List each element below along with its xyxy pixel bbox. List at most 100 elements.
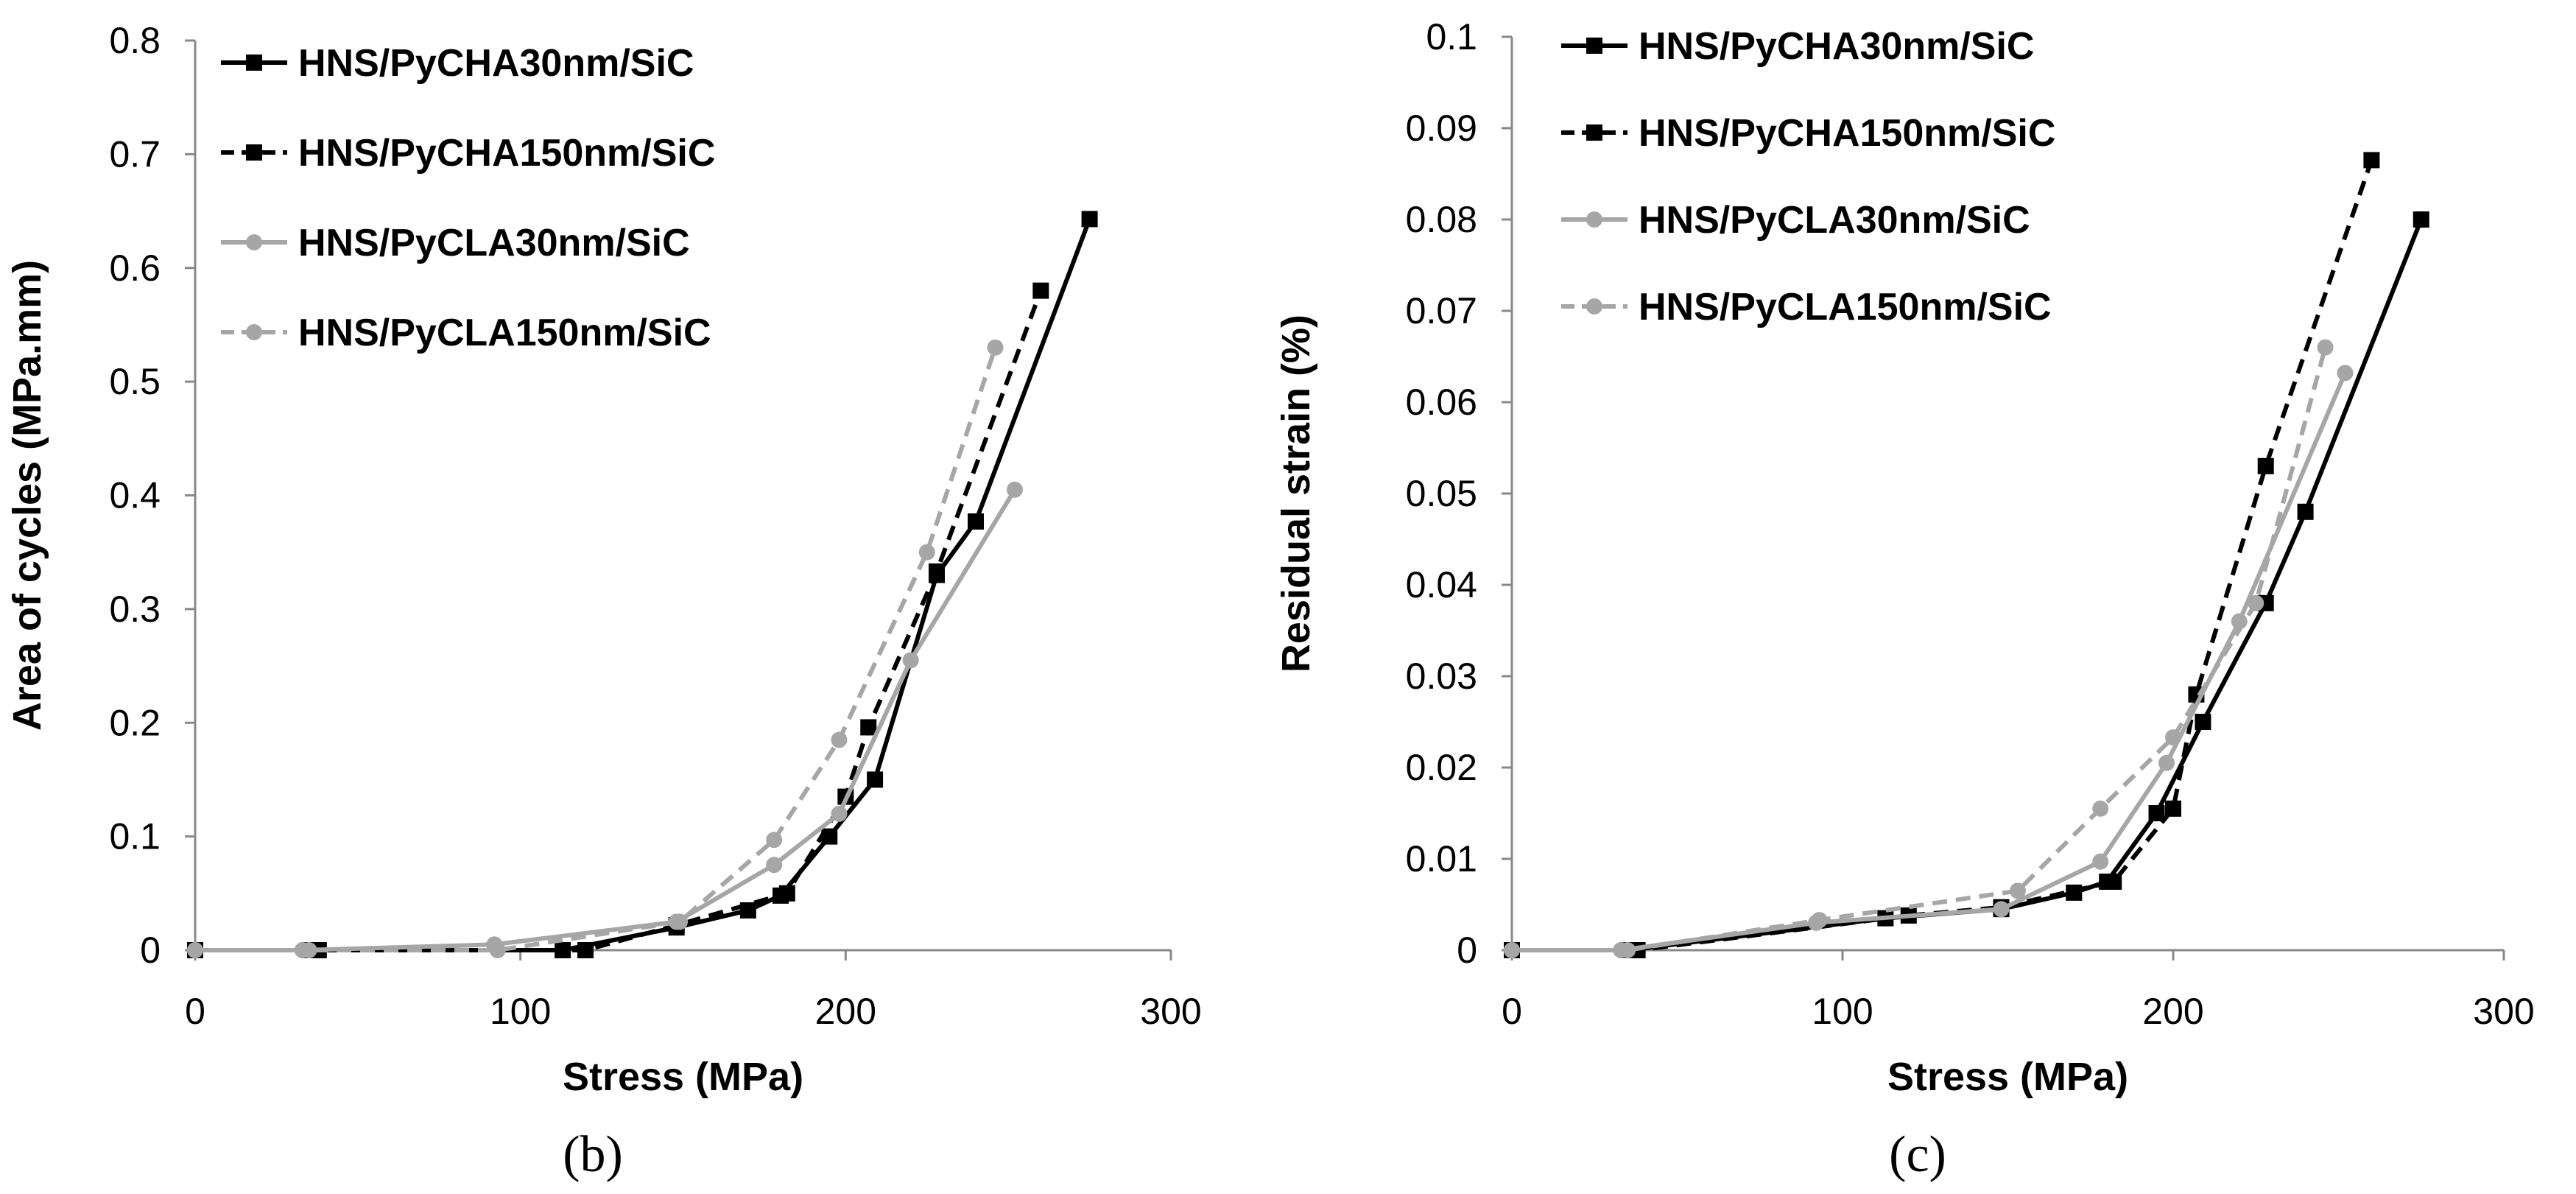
legend-entry-label: HNS/PyCLA150nm/SiC	[1639, 286, 2052, 329]
panel-c-y-tick-label: 0.02	[1406, 747, 1477, 788]
legend-entry-label: HNS/PyCHA150nm/SiC	[298, 132, 715, 175]
panel-b-data-point	[1032, 282, 1049, 299]
panel-b-data-point	[968, 513, 984, 530]
panel-b-y-tick-label: 0.6	[109, 247, 161, 289]
panel-b-data-point	[831, 731, 848, 748]
panel-b-y-tick-label: 0.3	[109, 589, 161, 630]
panel-c-y-tick-label: 0.07	[1406, 290, 1477, 331]
panel-c-y-tick-label: 0.04	[1406, 564, 1477, 605]
panel-c-legend: HNS/PyCHA30nm/SiC HNS/PyCHA150nm/SiC HNS/P…	[1561, 25, 2055, 329]
panel-c-data-point	[1619, 942, 1636, 958]
panel-b-series-line	[195, 346, 998, 952]
legend-entry-label: HNS/PyCHA30nm/SiC	[1639, 25, 2034, 68]
panel-c-series-line	[1512, 159, 2374, 952]
panel-b-data-point	[489, 942, 506, 958]
panel-c-y-tick-label: 0	[1457, 930, 1477, 971]
panel-b-legend: HNS/PyCHA30nm/SiC HNS/PyCHA150nm/SiC HNS/P…	[221, 42, 715, 354]
panel-b-y-tick-label: 0.5	[109, 361, 161, 402]
panel-b-x-tick-label: 200	[815, 991, 876, 1032]
panel-c-y-tick-label: 0.1	[1426, 16, 1477, 57]
panel-b-series-hns-pycha150nm-sic	[187, 282, 1049, 958]
panel-c-y-tick-label: 0.06	[1406, 382, 1477, 423]
legend-entry-label: HNS/PyCLA30nm/SiC	[1639, 199, 2030, 242]
panel-b-x-tick-label: 300	[1140, 991, 1201, 1032]
panel-b-data-point	[1007, 481, 1023, 498]
panel-c-x-axis-title: Stress (MPa)	[1887, 1055, 2128, 1099]
panel-b-x-axis-title: Stress (MPa)	[563, 1055, 803, 1099]
panel-c-y-tick-label: 0.09	[1406, 108, 1477, 149]
panel-b-data-point	[672, 913, 689, 930]
legend-swatch-marker	[246, 324, 262, 340]
panel-c-series-hns-pycla150nm-sic	[1504, 339, 2334, 958]
panel-c-series-line	[1512, 346, 2328, 952]
panel-c-y-tick-label: 0.05	[1406, 473, 1477, 514]
panel-b-label: (b)	[563, 1126, 623, 1183]
panel-c-data-point	[2413, 211, 2429, 228]
panel-c-data-point	[2165, 800, 2181, 817]
panel-c-data-point	[2009, 882, 2026, 899]
panel-c-data-point	[2337, 365, 2354, 382]
panel-b-data-point	[766, 857, 783, 874]
legend-swatch-marker	[1586, 211, 1602, 228]
panel-b-data-point	[902, 652, 919, 669]
panel-b-y-axis-title: Area of cycles (MPa.mm)	[5, 260, 49, 731]
legend-swatch-marker	[246, 55, 262, 71]
legend-swatch-marker	[246, 234, 262, 250]
panel-c-y-axis-title: Residual strain (%)	[1274, 315, 1318, 672]
panel-c-series-line	[1512, 372, 2348, 952]
legend-swatch-marker	[246, 144, 262, 161]
panel-c-data-point	[2092, 853, 2109, 870]
panel-c-data-point	[2092, 800, 2109, 817]
panel-c-y-tick-label: 0.01	[1406, 838, 1477, 879]
panel-b-series-line	[195, 289, 1044, 952]
panel-c-data-point	[2195, 714, 2211, 730]
panel-c-data-point	[1993, 901, 2010, 918]
legend-entry-label: HNS/PyCLA150nm/SiC	[298, 312, 711, 354]
legend-swatch-marker	[1586, 298, 1602, 315]
panel-c-data-point	[1504, 942, 1520, 958]
panel-c-data-point	[2105, 874, 2122, 890]
panel-b-data-point	[187, 942, 203, 958]
panel-b-series-hns-pycla150nm-sic	[187, 339, 1004, 958]
panel-b-data-point	[987, 339, 1004, 356]
panel-b-series-line	[195, 488, 1017, 952]
panel-c-data-point	[2297, 503, 2314, 520]
panel-b-data-point	[867, 771, 884, 788]
panel-b-data-point	[1081, 211, 1098, 228]
panel-b-x-tick-label: 0	[185, 991, 205, 1032]
panel-b-y-tick-label: 0.7	[109, 133, 161, 175]
chart-panel-b: 0 0.1 0.2 0.3 0.4 0.5 0.6 0.7 0.8 0 100 200 300 Stres…	[5, 20, 1202, 1183]
panel-b-data-point	[860, 719, 877, 736]
panel-c-data-point	[2165, 729, 2181, 746]
panel-c-data-point	[2363, 152, 2380, 169]
panel-b-y-tick-label: 0.8	[109, 20, 161, 61]
panel-c-label: (c)	[1889, 1126, 1946, 1183]
panel-b-y-tick-label: 0.2	[109, 702, 161, 743]
legend-swatch-marker	[1586, 124, 1602, 141]
legend-entry-label: HNS/PyCHA150nm/SiC	[1639, 112, 2055, 155]
panel-c-data-point	[1811, 912, 1828, 929]
panel-c-series-line	[1512, 218, 2424, 952]
panel-c-data-point	[2257, 457, 2274, 474]
panel-c-x-tick-label: 0	[1502, 991, 1522, 1032]
panel-b-data-point	[918, 544, 935, 561]
panel-c-series-hns-pycla30nm-sic	[1504, 365, 2354, 958]
panel-c-y-tick-label: 0.03	[1406, 656, 1477, 697]
panel-c-x-tick-label: 100	[1812, 991, 1873, 1032]
legend-entry-label: HNS/PyCLA30nm/SiC	[298, 222, 690, 264]
panel-b-y-tick-label: 0	[140, 930, 161, 971]
panel-b-data-point	[831, 805, 848, 822]
legend-entry-label: HNS/PyCHA30nm/SiC	[298, 42, 694, 85]
panel-b-y-tick-label: 0.1	[109, 816, 161, 857]
panel-b-data-point	[300, 942, 317, 958]
panel-b-y-tick-label: 0.4	[109, 475, 161, 516]
panel-c-data-point	[2148, 805, 2165, 821]
legend-swatch-marker	[1586, 38, 1602, 54]
panel-c-data-point	[2248, 594, 2264, 611]
panel-c-data-point	[2158, 754, 2175, 771]
panel-b-data-point	[929, 563, 945, 580]
panel-b-series-hns-pycla30nm-sic	[187, 481, 1023, 958]
panel-c-y-tick-label: 0.08	[1406, 199, 1477, 240]
panel-c-x-tick-label: 200	[2142, 991, 2203, 1032]
